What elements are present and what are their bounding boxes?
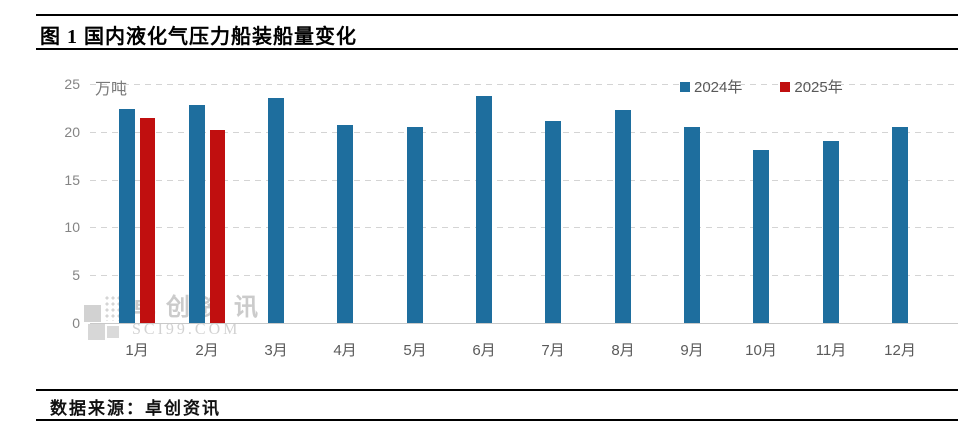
legend: 2024年 2025年: [680, 76, 843, 97]
gridline-20: [90, 131, 958, 133]
x-label-m11: 11月: [815, 342, 847, 359]
x-label-m7: 7月: [541, 342, 565, 359]
data-source-label: 数据来源：卓创资讯: [50, 399, 221, 418]
x-label-m12: 12月: [884, 342, 916, 359]
watermark-name-en: SCI99.COM: [132, 321, 241, 338]
footer-divider-top: [36, 389, 958, 391]
legend-item-2024年: 2024年: [680, 76, 742, 97]
bar-2025-m2: [210, 130, 225, 323]
legend-swatch-icon: [680, 81, 690, 92]
legend-item-2025年: 2025年: [780, 76, 843, 97]
x-label-m5: 5月: [403, 342, 427, 359]
bar-2024-m9: [684, 127, 700, 323]
bar-2025-m1: [140, 118, 155, 323]
bar-2024-m11: [823, 141, 839, 323]
gridline-5: [90, 275, 958, 277]
bar-2024-m8: [615, 110, 631, 323]
x-label-m9: 9月: [680, 342, 704, 359]
bar-2024-m1: [119, 109, 135, 323]
x-label-m10: 10月: [745, 342, 777, 359]
bar-2024-m12: [892, 127, 908, 323]
gridline-15: [90, 179, 958, 181]
legend-label: 2025年: [794, 79, 843, 96]
y-tick-label-10: 10: [64, 219, 80, 236]
y-tick-label-20: 20: [64, 123, 80, 140]
top-divider: [36, 14, 958, 16]
x-label-m3: 3月: [264, 342, 288, 359]
bar-2024-m6: [476, 96, 492, 323]
y-tick-label-5: 5: [72, 267, 80, 284]
gridline-10: [90, 227, 958, 229]
gridline-0: [90, 323, 958, 324]
legend-label: 2024年: [694, 79, 743, 96]
gridline-25: [90, 84, 958, 85]
y-tick-label-25: 25: [64, 76, 80, 92]
y-tick-label-15: 15: [64, 171, 80, 188]
x-label-m4: 4月: [333, 342, 357, 359]
watermark: 卓创资讯 SCI99.COM: [84, 295, 268, 343]
bar-2024-m5: [407, 127, 423, 323]
bar-2024-m10: [753, 150, 769, 323]
title-divider: [36, 48, 958, 50]
y-axis-unit-label: 万吨: [95, 81, 128, 98]
bar-2024-m2: [189, 105, 205, 323]
x-label-m1: 1月: [125, 342, 149, 359]
footer-divider-bottom: [36, 419, 958, 421]
x-label-m8: 8月: [611, 342, 635, 359]
x-label-m2: 2月: [195, 342, 219, 359]
bar-chart: 万吨 卓创资讯 SCI99.COM 0 5 10 15 20 25 1月 2月 3月 4月 5月 6…: [0, 52, 972, 388]
y-tick-label-0: 0: [72, 315, 80, 331]
figure-title: 图 1 国内液化气压力船装船量变化: [40, 26, 357, 48]
legend-swatch-icon: [780, 81, 791, 92]
bar-2024-m4: [337, 125, 353, 323]
x-label-m6: 6月: [472, 342, 496, 359]
bar-2024-m7: [545, 121, 561, 323]
bar-2024-m3: [268, 98, 284, 323]
